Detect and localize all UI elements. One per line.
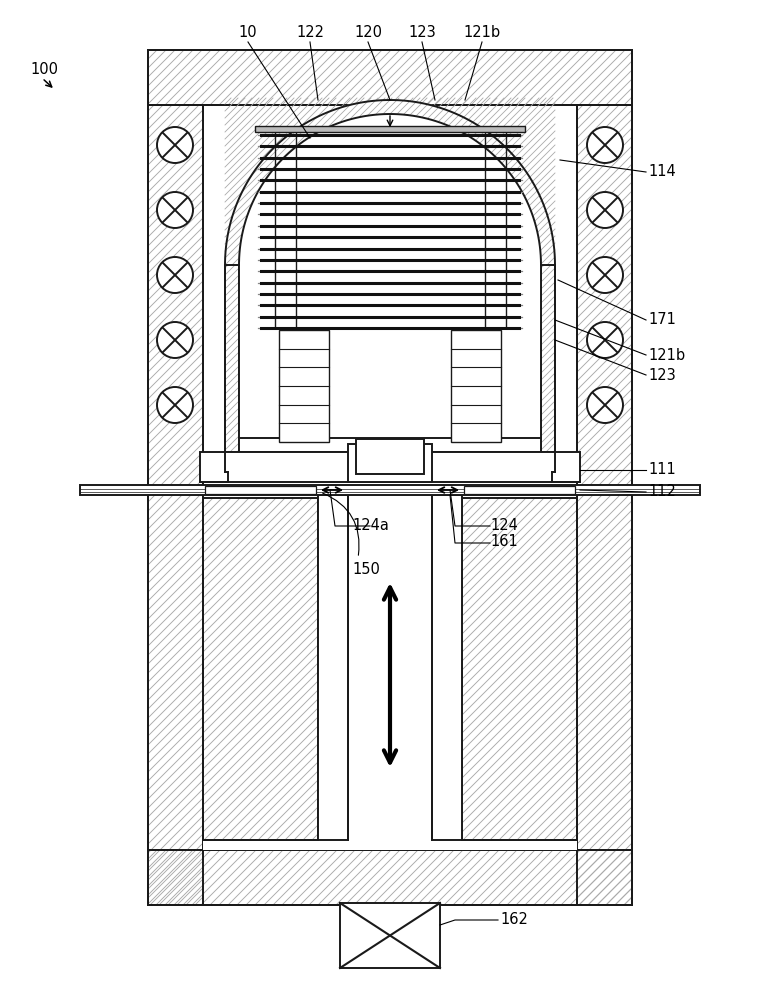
Circle shape	[157, 127, 193, 163]
Text: 120: 120	[354, 25, 382, 40]
Bar	[356, 439, 424, 474]
Text: 121b: 121b	[648, 348, 685, 362]
Bar	[203, 495, 318, 840]
Circle shape	[157, 257, 193, 293]
Circle shape	[587, 257, 623, 293]
Bar	[462, 495, 577, 840]
Bar	[577, 490, 632, 905]
Text: 123: 123	[648, 367, 676, 382]
Polygon shape	[239, 114, 541, 265]
Bar	[148, 105, 203, 490]
Circle shape	[587, 192, 623, 228]
Bar	[148, 490, 203, 905]
Bar	[255, 126, 525, 132]
Text: 114: 114	[648, 164, 676, 180]
Text: 121b: 121b	[464, 25, 501, 40]
Text: 124: 124	[490, 518, 518, 532]
Bar	[464, 486, 575, 494]
Text: 100: 100	[30, 62, 58, 78]
Circle shape	[587, 127, 623, 163]
Text: 112: 112	[648, 485, 676, 499]
Circle shape	[587, 322, 623, 358]
Text: 161: 161	[490, 534, 518, 550]
Bar	[225, 265, 239, 452]
Bar	[203, 490, 577, 850]
Bar	[348, 495, 432, 840]
Bar	[451, 330, 501, 442]
Bar	[340, 903, 440, 968]
Circle shape	[587, 387, 623, 423]
Bar	[577, 490, 632, 905]
Bar	[148, 490, 632, 905]
Text: 162: 162	[500, 912, 528, 928]
Text: 150: 150	[352, 562, 380, 578]
Bar	[148, 50, 632, 105]
Text: 171: 171	[648, 312, 676, 328]
Text: 111: 111	[648, 462, 676, 478]
Bar	[462, 495, 577, 840]
Bar	[279, 330, 329, 442]
Text: 124a: 124a	[352, 518, 389, 532]
Text: 122: 122	[296, 25, 324, 40]
Bar	[148, 50, 632, 490]
Bar	[205, 486, 316, 494]
Bar	[200, 452, 580, 482]
Bar	[225, 265, 239, 452]
Bar	[148, 490, 203, 905]
Bar	[577, 105, 632, 490]
Circle shape	[157, 387, 193, 423]
Bar	[203, 495, 318, 840]
Bar	[348, 444, 432, 482]
Circle shape	[157, 322, 193, 358]
Bar	[148, 850, 632, 905]
Text: 10: 10	[239, 25, 258, 40]
Bar	[432, 495, 462, 840]
Circle shape	[157, 192, 193, 228]
Bar	[577, 105, 632, 490]
Bar	[541, 265, 555, 452]
Bar	[148, 105, 203, 490]
Bar	[148, 50, 632, 105]
Bar	[80, 485, 700, 495]
Bar	[318, 495, 348, 840]
Bar	[203, 105, 577, 490]
Bar	[203, 490, 577, 498]
Bar	[541, 265, 555, 452]
Bar	[148, 850, 632, 905]
Text: 123: 123	[408, 25, 436, 40]
Polygon shape	[225, 100, 555, 265]
Bar	[239, 265, 541, 452]
